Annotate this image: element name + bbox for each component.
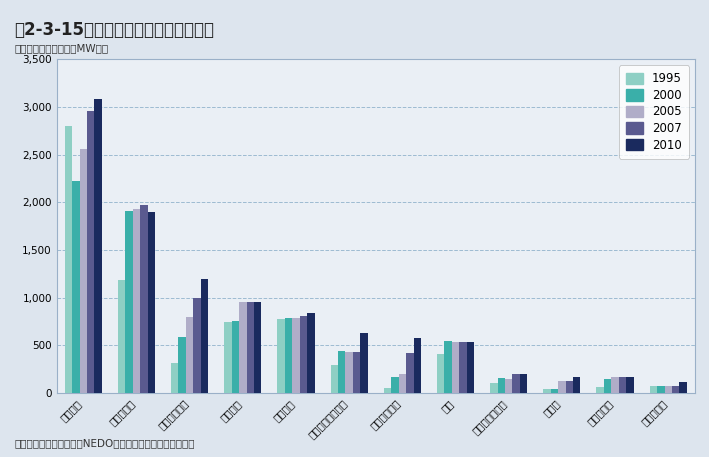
Bar <box>87 111 94 393</box>
Bar <box>406 353 413 393</box>
Text: 図2-3-15　主要地熱資源国の開発動向: 図2-3-15 主要地熱資源国の開発動向 <box>14 21 214 38</box>
Bar <box>254 302 262 393</box>
Bar <box>232 321 239 393</box>
Bar <box>505 379 513 393</box>
Bar <box>445 341 452 393</box>
Bar <box>679 382 687 393</box>
Bar <box>179 337 186 393</box>
Bar <box>413 338 421 393</box>
Bar <box>672 386 679 393</box>
Bar <box>171 363 179 393</box>
Bar <box>201 279 208 393</box>
Bar <box>277 319 285 393</box>
Text: 資料：産業技術研究所（NEDO）「地熱発電の開発可能性」: 資料：産業技術研究所（NEDO）「地熱発電の開発可能性」 <box>14 438 195 448</box>
Bar <box>118 280 125 393</box>
Bar <box>72 181 79 393</box>
Bar <box>133 209 140 393</box>
Text: （地熱発電設備容量（MW））: （地熱発電設備容量（MW）） <box>14 43 108 53</box>
Bar <box>147 212 155 393</box>
Bar <box>65 126 72 393</box>
Bar <box>391 377 398 393</box>
Bar <box>300 316 307 393</box>
Bar <box>292 318 300 393</box>
Bar <box>360 333 368 393</box>
Bar <box>307 313 315 393</box>
Bar <box>490 383 498 393</box>
Bar <box>520 373 527 393</box>
Bar <box>657 386 664 393</box>
Bar <box>467 342 474 393</box>
Bar <box>558 381 566 393</box>
Bar <box>437 354 445 393</box>
Bar <box>611 377 619 393</box>
Bar <box>551 389 558 393</box>
Bar <box>452 342 459 393</box>
Bar <box>566 381 573 393</box>
Bar <box>573 377 581 393</box>
Bar <box>239 302 247 393</box>
Bar <box>604 379 611 393</box>
Bar <box>79 149 87 393</box>
Bar <box>194 298 201 393</box>
Bar <box>543 389 551 393</box>
Bar <box>94 99 102 393</box>
Bar <box>513 373 520 393</box>
Bar <box>285 318 292 393</box>
Bar <box>626 377 634 393</box>
Bar <box>619 377 626 393</box>
Bar <box>649 386 657 393</box>
Bar <box>345 351 353 393</box>
Bar <box>247 302 254 393</box>
Bar <box>498 377 505 393</box>
Bar <box>338 351 345 393</box>
Bar <box>125 211 133 393</box>
Bar <box>330 366 338 393</box>
Bar <box>664 386 672 393</box>
Bar <box>224 322 232 393</box>
Bar <box>384 388 391 393</box>
Legend: 1995, 2000, 2005, 2007, 2010: 1995, 2000, 2005, 2007, 2010 <box>619 65 689 159</box>
Bar <box>186 317 194 393</box>
Bar <box>353 351 360 393</box>
Bar <box>140 205 147 393</box>
Bar <box>596 387 604 393</box>
Bar <box>459 342 467 393</box>
Bar <box>398 374 406 393</box>
